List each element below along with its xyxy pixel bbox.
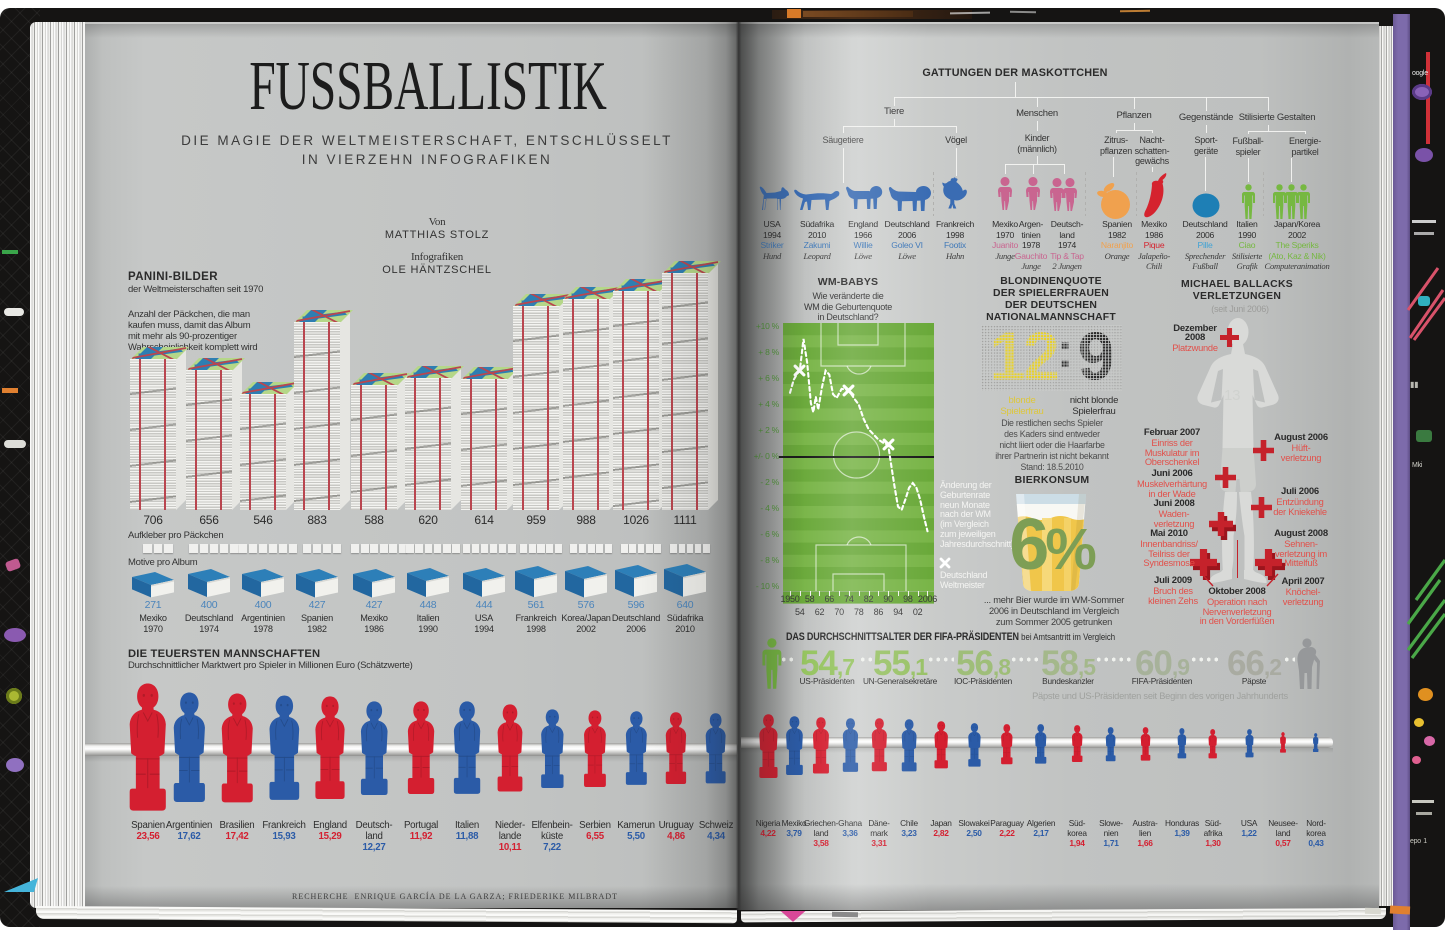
svg-text:13: 13	[1224, 387, 1240, 404]
